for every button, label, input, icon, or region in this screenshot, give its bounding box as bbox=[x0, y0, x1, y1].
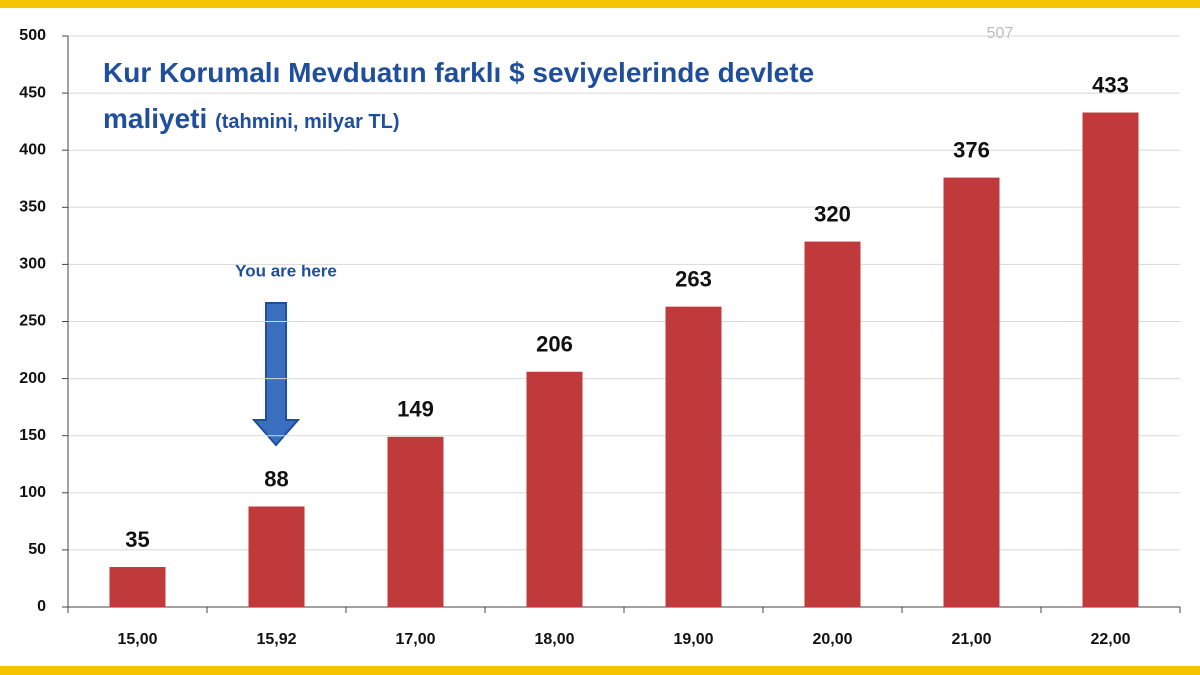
y-tick-label: 150 bbox=[19, 427, 46, 444]
x-tick-label: 21,00 bbox=[951, 631, 991, 648]
chart-title: Kur Korumalı Mevduatın farklı $ seviyele… bbox=[103, 57, 815, 134]
value-label: 35 bbox=[125, 527, 149, 552]
y-tick-label: 50 bbox=[28, 541, 46, 558]
y-tick-label: 450 bbox=[19, 84, 46, 101]
value-label: 149 bbox=[397, 397, 434, 422]
y-tick-label: 250 bbox=[19, 313, 46, 330]
title-box: Kur Korumalı Mevduatın farklı $ seviyele… bbox=[103, 50, 843, 145]
bar bbox=[526, 371, 583, 607]
bar bbox=[387, 436, 444, 607]
y-tick-label: 500 bbox=[19, 27, 46, 44]
value-label: 263 bbox=[675, 266, 712, 291]
y-tick-label: 400 bbox=[19, 141, 46, 158]
bar bbox=[248, 506, 305, 607]
annotation: You are here bbox=[235, 261, 337, 280]
bottom-border bbox=[0, 666, 1200, 675]
bar bbox=[1082, 112, 1139, 607]
value-label: 320 bbox=[814, 201, 851, 226]
y-tick-label: 350 bbox=[19, 199, 46, 216]
x-tick-label: 20,00 bbox=[812, 631, 852, 648]
y-tick-label: 100 bbox=[19, 484, 46, 501]
x-tick-label: 17,00 bbox=[395, 631, 435, 648]
x-tick-label: 15,92 bbox=[256, 631, 296, 648]
y-tick-label: 200 bbox=[19, 370, 46, 387]
value-label: 376 bbox=[953, 137, 990, 162]
value-label: 206 bbox=[536, 332, 573, 357]
x-tick-label: 22,00 bbox=[1090, 631, 1130, 648]
x-tick-label: 18,00 bbox=[534, 631, 574, 648]
arrow bbox=[251, 302, 301, 447]
value-label: 433 bbox=[1092, 72, 1129, 97]
bar bbox=[943, 177, 1000, 607]
y-tick-label: 300 bbox=[19, 256, 46, 273]
y-tick-label: 0 bbox=[37, 598, 46, 615]
x-tick-label: 19,00 bbox=[673, 631, 713, 648]
bar bbox=[109, 567, 166, 607]
chart-subtitle: (tahmini, milyar TL) bbox=[215, 111, 400, 133]
value-label: 88 bbox=[264, 466, 288, 491]
top-border bbox=[0, 0, 1200, 8]
x-tick-label: 15,00 bbox=[117, 631, 157, 648]
bar bbox=[804, 241, 861, 607]
faint-note: 507 bbox=[987, 25, 1014, 42]
bar bbox=[665, 306, 722, 607]
